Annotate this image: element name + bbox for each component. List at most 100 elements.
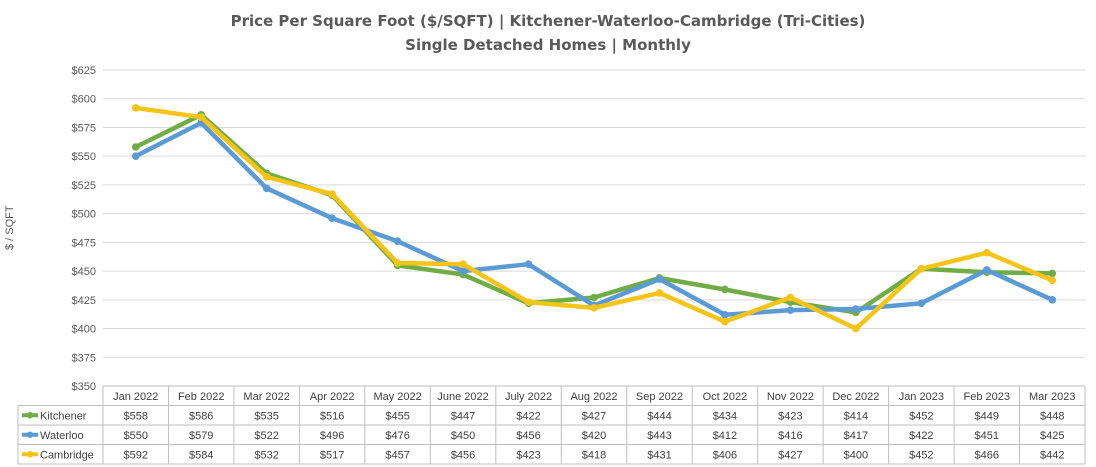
y-tick-label: $425 [72,295,96,307]
legend-marker-cambridge [26,451,34,458]
data-point-cambridge [655,289,664,297]
y-tick-label: $375 [72,352,96,364]
y-tick-label: $350 [72,381,96,393]
series-line-waterloo [133,120,1055,318]
data-label-cambridge: $517 [320,450,344,462]
data-point-waterloo [459,267,467,275]
data-point-cambridge [983,248,991,257]
data-point-waterloo [721,310,729,319]
y-tick-label: $525 [72,180,96,192]
data-point-kitchener [590,293,598,302]
x-tick-label: May 2022 [373,391,421,403]
data-point-waterloo [393,237,402,246]
data-label-kitchener: $427 [582,411,606,423]
data-point-waterloo [1048,296,1057,304]
data-label-cambridge: $442 [1040,450,1064,462]
data-point-cambridge [131,104,140,112]
data-label-cambridge: $592 [123,450,147,462]
data-point-waterloo [131,152,140,160]
data-point-cambridge [786,293,795,302]
x-tick-label: Mar 2022 [243,391,289,403]
data-label-kitchener: $586 [189,411,213,423]
x-tick-label: Mar 2023 [1029,391,1075,403]
x-tick-label: Feb 2023 [964,391,1010,403]
chart-title: Price Per Square Foot ($/SQFT) | Kitchen… [230,12,866,30]
chart-subtitle: Single Detached Homes | Monthly [405,36,691,54]
data-label-kitchener: $516 [320,411,344,423]
data-point-kitchener [721,285,729,294]
data-label-waterloo: $450 [451,430,475,442]
data-label-kitchener: $455 [385,411,409,423]
data-point-waterloo [524,260,533,268]
data-point-cambridge [852,324,860,333]
x-tick-label: Aug 2022 [570,391,617,403]
data-label-kitchener: $447 [451,411,475,423]
data-point-cambridge [524,298,533,306]
data-point-waterloo [262,184,271,193]
data-label-cambridge: $418 [582,450,606,462]
y-tick-label: $550 [72,151,96,163]
data-label-waterloo: $522 [254,430,278,442]
data-point-waterloo [655,275,664,283]
x-tick-label: Sep 2022 [636,391,683,403]
data-label-cambridge: $423 [516,450,540,462]
data-point-cambridge [393,259,402,267]
legend-label-waterloo: Waterloo [40,430,84,442]
x-tick-label: Dec 2022 [832,391,879,403]
y-tick-label: $500 [72,209,96,221]
data-label-waterloo: $451 [975,430,999,442]
legend-marker-kitchener [26,412,34,419]
data-label-kitchener: $449 [975,411,999,423]
legend-label-cambridge: Cambridge [40,450,94,462]
data-label-kitchener: $414 [844,411,868,423]
data-label-waterloo: $550 [123,430,147,442]
data-point-kitchener [131,143,140,151]
data-label-kitchener: $448 [1040,411,1064,423]
x-tick-label: Jan 2022 [113,391,158,403]
data-point-cambridge [1048,276,1057,285]
data-label-kitchener: $434 [713,411,737,423]
x-tick-label: Jan 2023 [899,391,944,403]
data-point-waterloo [983,266,991,274]
data-point-kitchener [1048,269,1057,278]
data-label-kitchener: $558 [123,411,147,423]
data-label-cambridge: $427 [778,450,802,462]
y-tick-label: $625 [72,65,96,77]
data-label-cambridge: $406 [713,450,737,462]
data-label-cambridge: $456 [451,450,475,462]
x-tick-label: Oct 2022 [703,391,748,403]
y-tick-label: $575 [72,122,96,134]
data-point-cambridge [197,113,205,121]
data-label-cambridge: $431 [647,450,671,462]
data-point-cambridge [917,264,926,273]
data-point-waterloo [852,305,860,313]
legend-marker-waterloo [26,431,34,438]
y-tick-label: $400 [72,324,96,336]
data-point-cambridge [590,304,598,312]
data-label-waterloo: $412 [713,430,737,442]
data-label-waterloo: $422 [909,430,933,442]
x-tick-label: Nov 2022 [767,391,814,403]
data-label-kitchener: $444 [647,411,671,423]
data-label-kitchener: $535 [254,411,278,423]
data-label-kitchener: $422 [516,411,540,423]
x-tick-label: June 2022 [437,391,488,403]
legend-label-kitchener: Kitchener [40,411,87,423]
data-label-cambridge: $466 [975,450,999,462]
data-label-kitchener: $423 [778,411,802,423]
x-tick-label: Apr 2022 [310,391,355,403]
y-tick-label: $475 [72,237,96,249]
data-label-cambridge: $457 [385,450,409,462]
y-tick-label: $450 [72,266,96,278]
x-tick-label: Feb 2022 [178,391,224,403]
x-tick-label: July 2022 [505,391,552,403]
data-label-waterloo: $425 [1040,430,1064,442]
data-point-cambridge [262,173,271,181]
data-label-waterloo: $476 [385,430,409,442]
data-label-waterloo: $456 [516,430,540,442]
data-label-kitchener: $452 [909,411,933,423]
y-tick-label: $600 [72,94,96,106]
data-point-cambridge [328,190,336,198]
data-label-waterloo: $417 [844,430,868,442]
data-label-cambridge: $452 [909,450,933,462]
